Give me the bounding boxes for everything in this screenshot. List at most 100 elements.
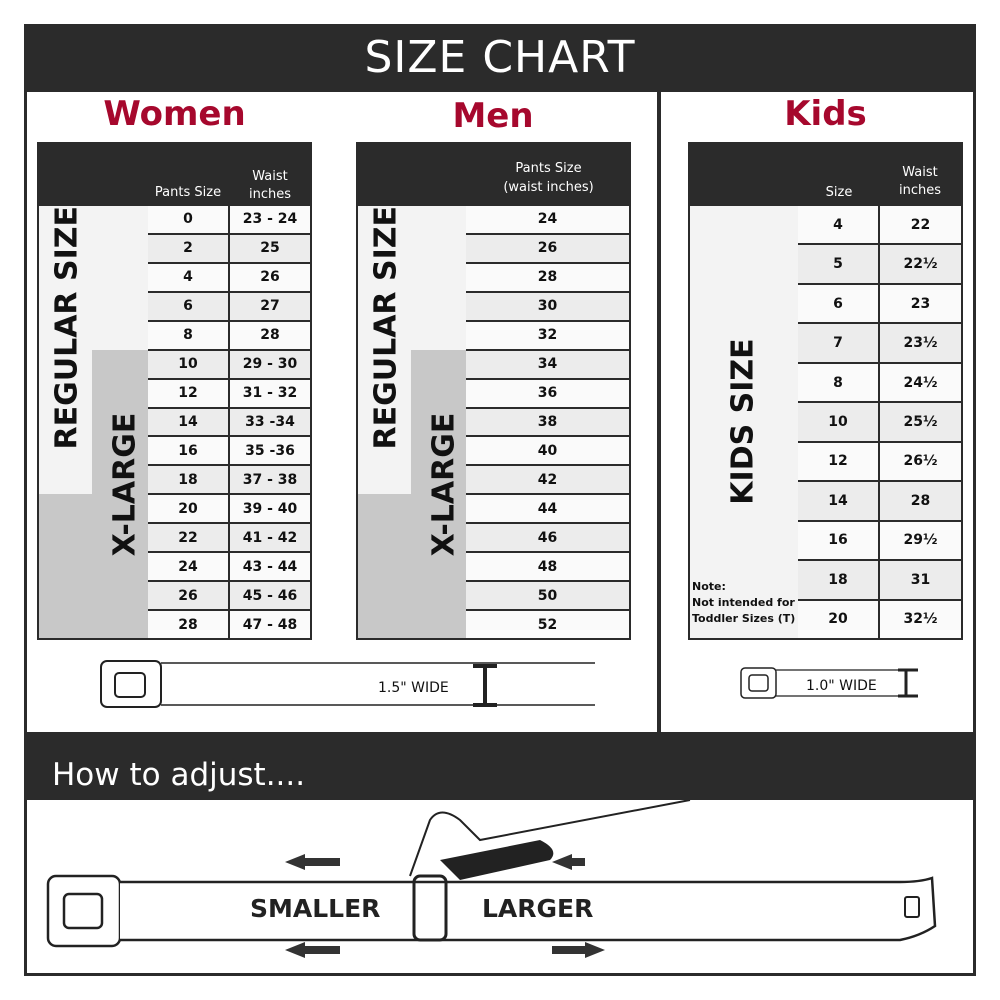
- table-row: 22 41 - 42: [148, 524, 312, 553]
- divider: [657, 92, 661, 732]
- xlarge-label: X-LARGE: [426, 412, 462, 557]
- table-cell: 43 - 44: [230, 553, 310, 581]
- table-row: 16 35 -36: [148, 437, 312, 466]
- table-cell: 0: [148, 206, 228, 233]
- table-cell: 32½: [880, 600, 961, 638]
- table-row: 6 23: [798, 284, 963, 324]
- table-row: 12 26½: [798, 442, 963, 482]
- table-row: 50: [466, 582, 631, 611]
- table-row: 38: [466, 408, 631, 438]
- smaller-label: SMALLER: [250, 894, 381, 923]
- table-cell: 29 - 30: [230, 350, 310, 378]
- arrow-right-icon: [552, 942, 605, 958]
- table-row: 0 23 - 24: [148, 206, 312, 235]
- men-heading: Men: [452, 96, 534, 136]
- table-cell: 31 - 32: [230, 379, 310, 407]
- table-cell: 12: [148, 379, 228, 407]
- kids-rows: 4 22 5 22½ 6 23 7 23½ 8 24½ 10 25½ 12 26½ 14 28 16 29½ 18 3…: [798, 206, 963, 640]
- table-cell: 29½: [880, 521, 961, 560]
- table-row: 26 45 - 46: [148, 582, 312, 611]
- table-cell: 37 - 38: [230, 466, 310, 494]
- table-row: 30: [466, 292, 631, 322]
- kids-belt-illustration: [740, 667, 918, 699]
- table-cell: 28: [880, 482, 961, 520]
- table-cell: 14: [798, 482, 878, 520]
- table-cell: 48: [466, 553, 629, 581]
- adult-width-label: 1.5" WIDE: [378, 680, 449, 696]
- table-cell: 41 - 42: [230, 524, 310, 552]
- table-row: 12 31 - 32: [148, 379, 312, 409]
- table-cell: 44: [466, 495, 629, 523]
- women-col-waist: Waist inches: [248, 169, 291, 202]
- table-cell: 6: [798, 284, 878, 323]
- table-cell: 50: [466, 582, 629, 610]
- table-row: 8 24½: [798, 363, 963, 403]
- table-row: 34: [466, 350, 631, 380]
- table-row: 10 29 - 30: [148, 350, 312, 380]
- table-cell: 4: [798, 206, 878, 244]
- table-cell: 22: [148, 524, 228, 552]
- table-row: 18 31: [798, 561, 963, 600]
- table-row: 36: [466, 379, 631, 409]
- table-row: 7 23½: [798, 324, 963, 363]
- table-cell: 8: [798, 363, 878, 402]
- table-cell: 22: [880, 206, 961, 244]
- table-cell: 14: [148, 408, 228, 436]
- table-cell: 5: [798, 245, 878, 283]
- xlarge-label: X-LARGE: [107, 412, 143, 557]
- table-cell: 18: [798, 561, 878, 599]
- table-cell: 10: [798, 403, 878, 441]
- table-cell: 24: [148, 553, 228, 581]
- table-row: 44: [466, 495, 631, 524]
- kids-size-label: KIDS SIZE: [725, 338, 761, 505]
- table-cell: 26: [466, 234, 629, 262]
- table-row: 46: [466, 524, 631, 553]
- table-row: 28 47 - 48: [148, 611, 312, 640]
- table-cell: 4: [148, 263, 228, 291]
- men-col-pants-size: Pants Size: [515, 161, 582, 176]
- table-cell: 42: [466, 466, 629, 494]
- table-cell: 7: [798, 324, 878, 362]
- table-row: 18 37 - 38: [148, 466, 312, 495]
- table-cell: 16: [798, 521, 878, 560]
- women-heading: Women: [103, 94, 246, 134]
- table-cell: 26: [148, 582, 228, 610]
- table-cell: 23½: [880, 324, 961, 362]
- table-cell: 46: [466, 524, 629, 552]
- table-row: 4 22: [798, 206, 963, 245]
- men-table: Pants Size (waist inches) REGULAR SIZE X…: [356, 142, 631, 640]
- table-row: 40: [466, 437, 631, 466]
- table-row: 20 39 - 40: [148, 495, 312, 524]
- table-row: 4 26: [148, 263, 312, 293]
- adjust-illustration: [46, 800, 937, 958]
- toddler-note: Note: Not intended for Toddler Sizes (T): [692, 580, 796, 625]
- women-table: Pants Size Waist inches REGULAR SIZE X-L…: [37, 142, 312, 640]
- table-cell: 18: [148, 466, 228, 494]
- women-rows: 0 23 - 24 2 25 4 26 6 27 8 28 10 29 - 30 12 31 - 32 14…: [148, 206, 312, 640]
- table-row: 24: [466, 206, 631, 235]
- table-cell: 25½: [880, 403, 961, 441]
- table-cell: 24: [466, 206, 629, 233]
- table-row: 16 29½: [798, 521, 963, 561]
- regular-size-label: REGULAR SIZE: [49, 206, 85, 450]
- table-cell: 8: [148, 321, 228, 349]
- table-cell: 39 - 40: [230, 495, 310, 523]
- table-cell: 45 - 46: [230, 582, 310, 610]
- table-cell: 34: [466, 350, 629, 378]
- table-cell: 10: [148, 350, 228, 378]
- table-row: 5 22½: [798, 245, 963, 284]
- table-row: 2 25: [148, 234, 312, 264]
- table-row: 14 28: [798, 482, 963, 521]
- men-col-sub: (waist inches): [503, 180, 594, 195]
- table-row: 20 32½: [798, 600, 963, 640]
- table-cell: 27: [230, 292, 310, 320]
- table-cell: 24½: [880, 363, 961, 402]
- regular-size-label: REGULAR SIZE: [368, 206, 404, 450]
- table-cell: 30: [466, 292, 629, 320]
- table-cell: 23 - 24: [230, 206, 310, 233]
- table-cell: 12: [798, 442, 878, 481]
- table-row: 24 43 - 44: [148, 553, 312, 582]
- kids-table: Size Waist inches KIDS SIZE Note: Not in…: [688, 142, 963, 640]
- table-cell: 28: [230, 321, 310, 349]
- kids-col-size: Size: [825, 185, 853, 200]
